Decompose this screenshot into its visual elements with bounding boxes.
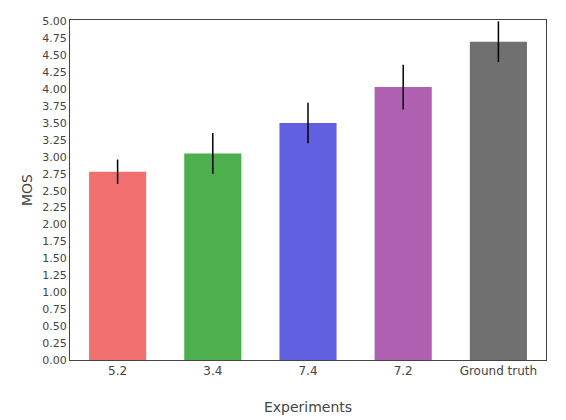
svg-text:3.75: 3.75 [42, 100, 67, 113]
svg-text:3.50: 3.50 [42, 117, 67, 130]
svg-text:1.50: 1.50 [42, 252, 67, 265]
svg-text:2.25: 2.25 [42, 201, 67, 214]
svg-text:2.50: 2.50 [42, 185, 67, 198]
svg-text:MOS: MOS [19, 174, 35, 206]
svg-text:Experiments: Experiments [264, 399, 352, 415]
svg-text:4.75: 4.75 [42, 32, 67, 45]
svg-text:3.00: 3.00 [42, 151, 67, 164]
svg-text:5.2: 5.2 [108, 364, 127, 378]
svg-text:1.00: 1.00 [42, 286, 67, 299]
svg-text:2.00: 2.00 [42, 218, 67, 231]
svg-text:5.00: 5.00 [42, 15, 67, 28]
svg-text:4.25: 4.25 [42, 66, 67, 79]
svg-text:Ground truth: Ground truth [460, 364, 538, 378]
svg-text:0.50: 0.50 [42, 320, 67, 333]
svg-text:3.4: 3.4 [203, 364, 222, 378]
svg-text:4.50: 4.50 [42, 49, 67, 62]
svg-text:0.75: 0.75 [42, 303, 67, 316]
svg-text:0.00: 0.00 [42, 354, 67, 367]
svg-text:4.00: 4.00 [42, 83, 67, 96]
svg-text:3.25: 3.25 [42, 134, 67, 147]
svg-text:1.25: 1.25 [42, 269, 67, 282]
svg-text:7.4: 7.4 [298, 364, 317, 378]
svg-text:7.2: 7.2 [394, 364, 413, 378]
svg-text:1.75: 1.75 [42, 235, 67, 248]
svg-text:0.25: 0.25 [42, 337, 67, 350]
svg-text:2.75: 2.75 [42, 168, 67, 181]
